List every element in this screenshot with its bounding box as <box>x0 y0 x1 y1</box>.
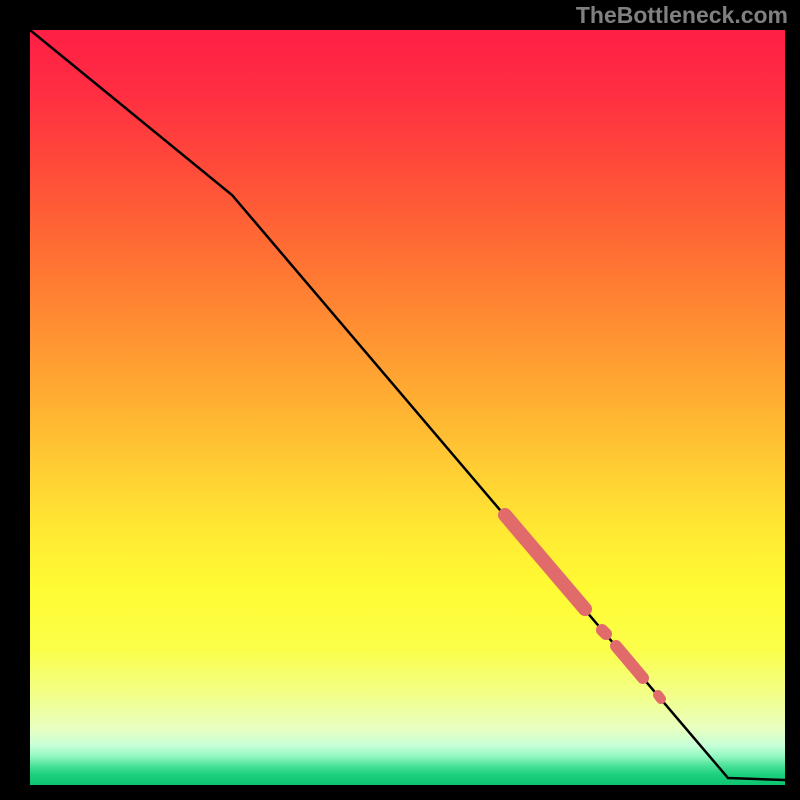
bottleneck-highlight-1 <box>602 630 606 634</box>
chart-stage: TheBottleneck.com <box>0 0 800 800</box>
bottleneck-highlight-3 <box>658 695 661 699</box>
plot-background <box>30 30 785 785</box>
bottleneck-chart <box>0 0 800 800</box>
watermark-text: TheBottleneck.com <box>576 2 788 29</box>
